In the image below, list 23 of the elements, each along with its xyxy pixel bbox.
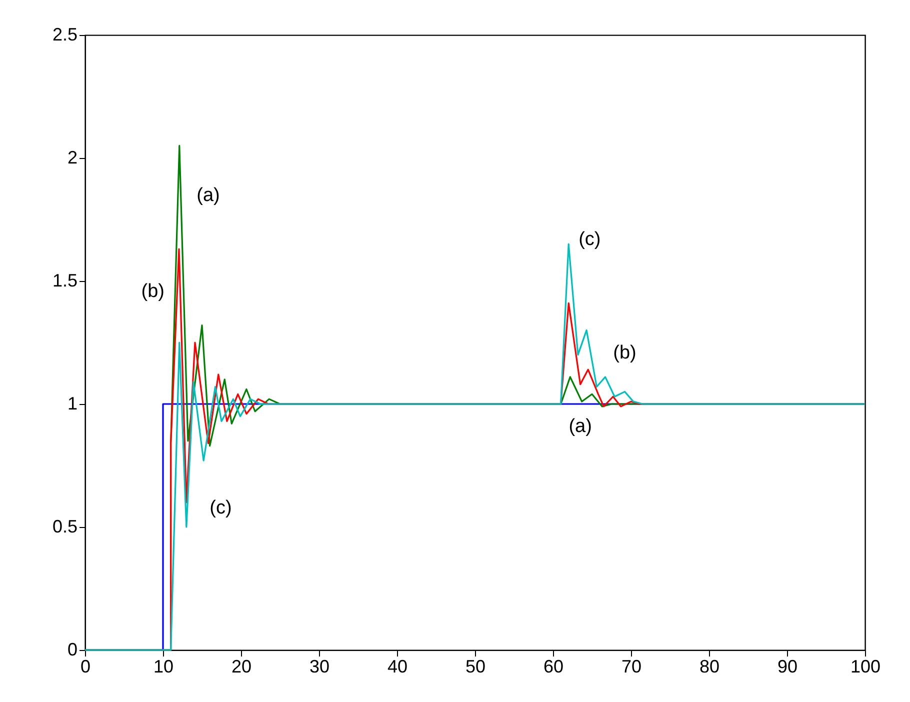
annotation: (b) — [141, 280, 164, 302]
x-tick-label: 80 — [699, 656, 720, 676]
x-tick-label: 70 — [621, 656, 642, 676]
x-tick-label: 30 — [309, 656, 330, 676]
annotation: (b) — [613, 342, 636, 364]
y-tick-label: 2 — [67, 148, 78, 168]
y-tick-label: 1 — [67, 394, 78, 414]
x-tick-label: 50 — [465, 656, 486, 676]
y-tick-label: 2.5 — [52, 24, 78, 44]
annotation: (c) — [210, 497, 232, 518]
x-tick-label: 20 — [231, 656, 252, 676]
x-tick-label: 60 — [543, 656, 564, 676]
x-tick-label: 40 — [387, 656, 408, 676]
x-tick-label: 0 — [80, 656, 91, 676]
x-tick-label: 100 — [850, 656, 881, 676]
annotation: (a) — [568, 416, 592, 438]
x-tick-label: 90 — [777, 656, 798, 676]
y-tick-label: 1.5 — [52, 270, 78, 290]
annotation: (a) — [196, 184, 220, 206]
annotation: (c) — [578, 229, 601, 250]
x-tick-label: 10 — [153, 656, 174, 676]
y-tick-label: 0.5 — [52, 516, 78, 536]
y-tick-label: 0 — [67, 640, 78, 660]
